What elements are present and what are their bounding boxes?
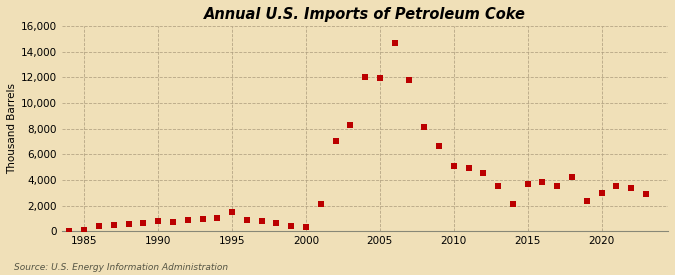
Text: Source: U.S. Energy Information Administration: Source: U.S. Energy Information Administ… <box>14 263 227 272</box>
Point <box>508 201 518 206</box>
Point <box>271 221 281 226</box>
Point <box>566 175 577 180</box>
Point <box>345 122 356 127</box>
Point <box>389 40 400 45</box>
Point <box>315 202 326 207</box>
Point <box>551 183 562 188</box>
Point <box>611 184 622 188</box>
Point <box>537 180 548 184</box>
Point <box>138 221 148 226</box>
Point <box>493 183 504 188</box>
Y-axis label: Thousand Barrels: Thousand Barrels <box>7 83 17 174</box>
Point <box>167 220 178 224</box>
Point <box>197 217 208 222</box>
Point <box>375 76 385 81</box>
Point <box>581 199 592 203</box>
Point <box>596 191 607 196</box>
Point <box>79 228 90 233</box>
Point <box>242 217 252 222</box>
Point <box>433 144 444 148</box>
Point <box>256 218 267 223</box>
Point <box>124 222 134 226</box>
Point <box>109 222 119 227</box>
Point <box>626 186 637 190</box>
Point <box>448 164 459 169</box>
Title: Annual U.S. Imports of Petroleum Coke: Annual U.S. Imports of Petroleum Coke <box>204 7 526 22</box>
Point <box>94 224 105 229</box>
Point <box>360 75 371 79</box>
Point <box>641 191 651 196</box>
Point <box>300 225 311 229</box>
Point <box>212 216 223 220</box>
Point <box>64 229 75 233</box>
Point <box>330 139 341 144</box>
Point <box>418 125 429 130</box>
Point <box>522 182 533 186</box>
Point <box>404 78 415 82</box>
Point <box>182 217 193 222</box>
Point <box>286 224 296 228</box>
Point <box>227 210 238 214</box>
Point <box>478 170 489 175</box>
Point <box>153 218 163 223</box>
Point <box>463 166 474 170</box>
